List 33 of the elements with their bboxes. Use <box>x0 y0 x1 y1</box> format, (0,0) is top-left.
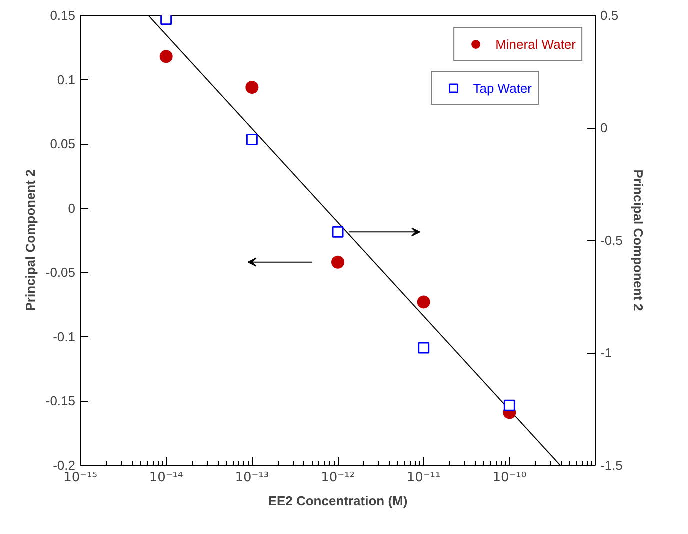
point <box>332 256 344 269</box>
y2-tick-label: -0.5 <box>600 233 623 248</box>
y2-tick-label: -1 <box>600 346 612 360</box>
y2-tick-label: 0 <box>600 120 608 136</box>
y-axis-title: Principal Component 2 <box>22 170 38 312</box>
point <box>417 296 430 309</box>
y-tick-label: -0.1 <box>53 329 76 344</box>
point <box>160 16 172 26</box>
x-tick-label: 10⁻¹⁵ <box>64 470 98 486</box>
x-tick-label: 10⁻¹⁴ <box>149 470 184 486</box>
y2-axis-title: Principal Component 2 <box>630 170 646 312</box>
x-tick-label: 10⁻¹³ <box>235 470 270 486</box>
x-axis-title: EE2 Concentration (M) <box>268 494 408 508</box>
point <box>418 342 430 354</box>
x-tick-label: 10⁻¹² <box>321 470 355 486</box>
legend-label: Mineral Water <box>496 36 576 52</box>
y2-tick-label: -1.5 <box>600 458 623 473</box>
y2-tick-label: 0.5 <box>600 8 619 23</box>
point <box>246 134 258 146</box>
x-tick-label: 10⁻¹⁰ <box>492 470 527 486</box>
y-tick-label: 0.15 <box>50 8 76 23</box>
y-tick-label: -0.2 <box>53 458 76 473</box>
x-tick-label: 10⁻¹¹ <box>406 470 441 486</box>
y-tick-label: 0.1 <box>57 72 76 88</box>
y-tick-label: 0.05 <box>50 136 76 152</box>
point <box>332 226 344 238</box>
y-tick-label: -0.05 <box>46 265 76 280</box>
point <box>246 81 259 94</box>
y-tick-label: 0 <box>68 200 76 216</box>
y-tick-label: -0.15 <box>46 394 76 409</box>
point <box>504 400 516 412</box>
point <box>160 50 173 64</box>
legend-label: Tap Water <box>473 80 532 96</box>
